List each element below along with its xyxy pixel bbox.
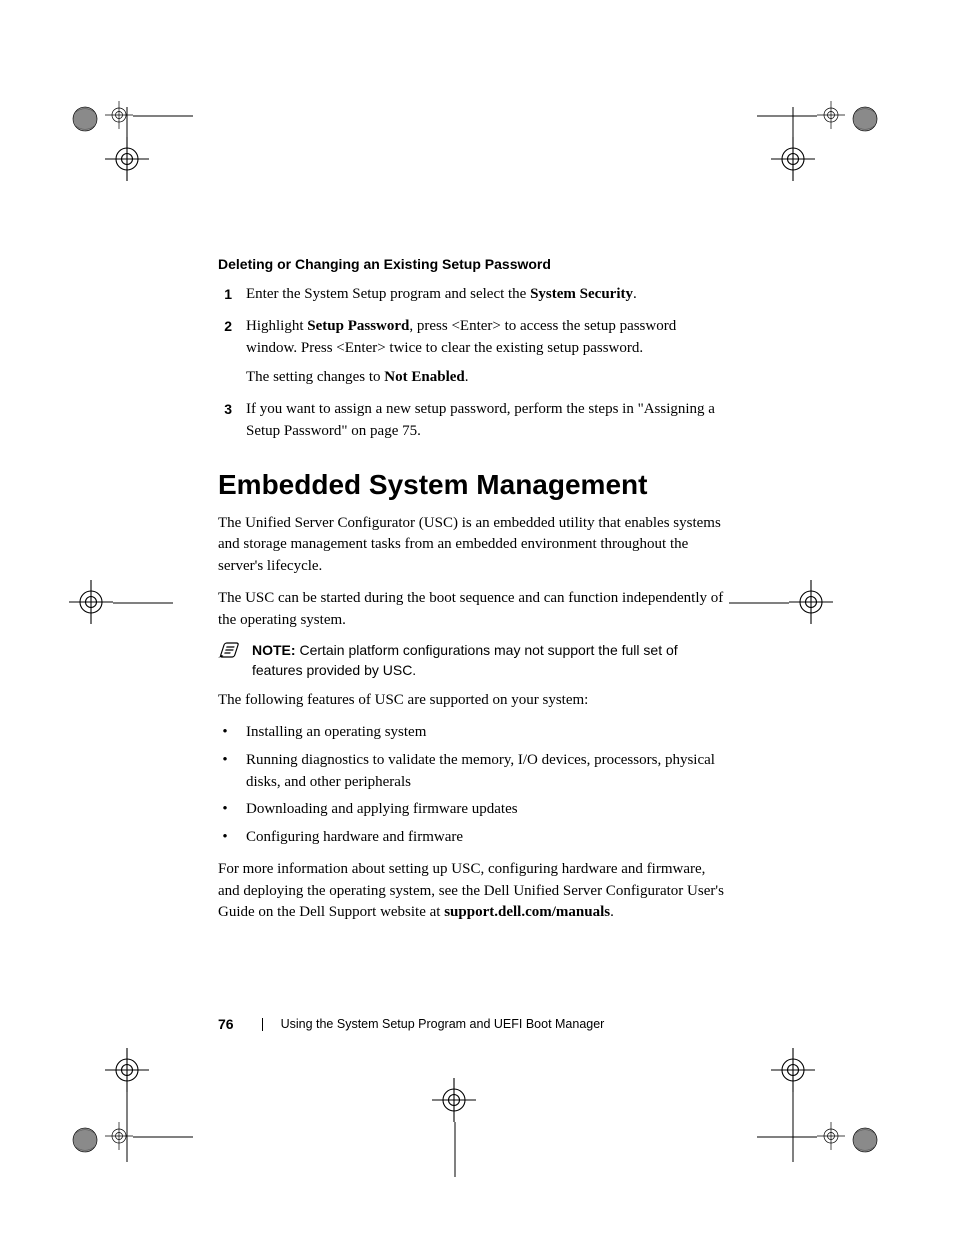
page-body: Deleting or Changing an Existing Setup P… [218,256,726,934]
cropmark-line-icon [126,107,128,177]
list-item-text: Downloading and applying firmware update… [246,799,518,821]
cropmark-registration-icon [789,580,833,624]
bullet-icon: • [218,827,232,849]
list-item-text: Configuring hardware and firmware [246,827,463,849]
bullet-icon: • [218,750,232,794]
cropmark-ball-icon [71,105,99,133]
step-body: If you want to assign a new setup passwo… [246,399,726,443]
step-number: 1 [218,284,232,306]
bullet-icon: • [218,722,232,744]
cropmark-registration-icon [69,580,113,624]
list-item-text: Running diagnostics to validate the memo… [246,750,726,794]
note-callout: NOTE: Certain platform configurations ma… [218,641,726,680]
step-body: Enter the System Setup program and selec… [246,284,726,306]
cropmark-line-icon [133,1136,193,1138]
cropmark-registration-icon [817,1122,845,1150]
paragraph: The following features of USC are suppor… [218,690,726,712]
section-heading: Embedded System Management [218,469,726,501]
cropmark-ball-icon [851,105,879,133]
list-item-text: Installing an operating system [246,722,426,744]
step-number: 2 [218,316,232,389]
subsection-heading: Deleting or Changing an Existing Setup P… [218,256,726,272]
cropmark-line-icon [454,1122,456,1177]
cropmark-registration-icon [771,1048,815,1092]
paragraph: The USC can be started during the boot s… [218,588,726,632]
paragraph: The Unified Server Configurator (USC) is… [218,513,726,578]
list-item: • Configuring hardware and firmware [218,827,726,849]
cropmark-line-icon [126,1092,128,1162]
note-text: NOTE: Certain platform configurations ma… [250,641,726,680]
cropmark-registration-icon [105,1048,149,1092]
feature-list: • Installing an operating system • Running … [218,722,726,849]
cropmark-registration-icon [105,1122,133,1150]
cropmark-ball-icon [71,1126,99,1154]
cropmark-registration-icon [105,101,133,129]
bullet-icon: • [218,799,232,821]
cropmark-ball-icon [851,1126,879,1154]
footer-divider [262,1018,263,1031]
note-label: NOTE: [252,642,296,658]
cropmark-registration-icon [817,101,845,129]
list-item: • Installing an operating system [218,722,726,744]
step-item: 1 Enter the System Setup program and sele… [218,284,726,306]
cropmark-line-icon [133,115,193,117]
step-item: 3 If you want to assign a new setup passw… [218,399,726,443]
page-footer: 76 Using the System Setup Program and UE… [218,1016,726,1032]
note-icon [218,642,240,665]
list-item: • Downloading and applying firmware updat… [218,799,726,821]
note-body-text: Certain platform configurations may not … [252,642,678,678]
step-item: 2Highlight Setup Password, press <Enter>… [218,316,726,389]
step-number: 3 [218,399,232,443]
cropmark-registration-icon [432,1078,476,1122]
cropmark-line-icon [792,1092,794,1162]
cropmark-line-icon [729,602,789,604]
footer-title: Using the System Setup Program and UEFI … [281,1017,605,1031]
step-body: Highlight Setup Password, press <Enter> … [246,316,726,389]
steps-list: 1 Enter the System Setup program and sele… [218,284,726,443]
cropmark-line-icon [757,1136,817,1138]
paragraph: For more information about setting up US… [218,859,726,924]
cropmark-line-icon [792,107,794,177]
cropmark-line-icon [113,602,173,604]
page-number: 76 [218,1016,234,1032]
list-item: • Running diagnostics to validate the mem… [218,750,726,794]
cropmark-line-icon [757,115,817,117]
